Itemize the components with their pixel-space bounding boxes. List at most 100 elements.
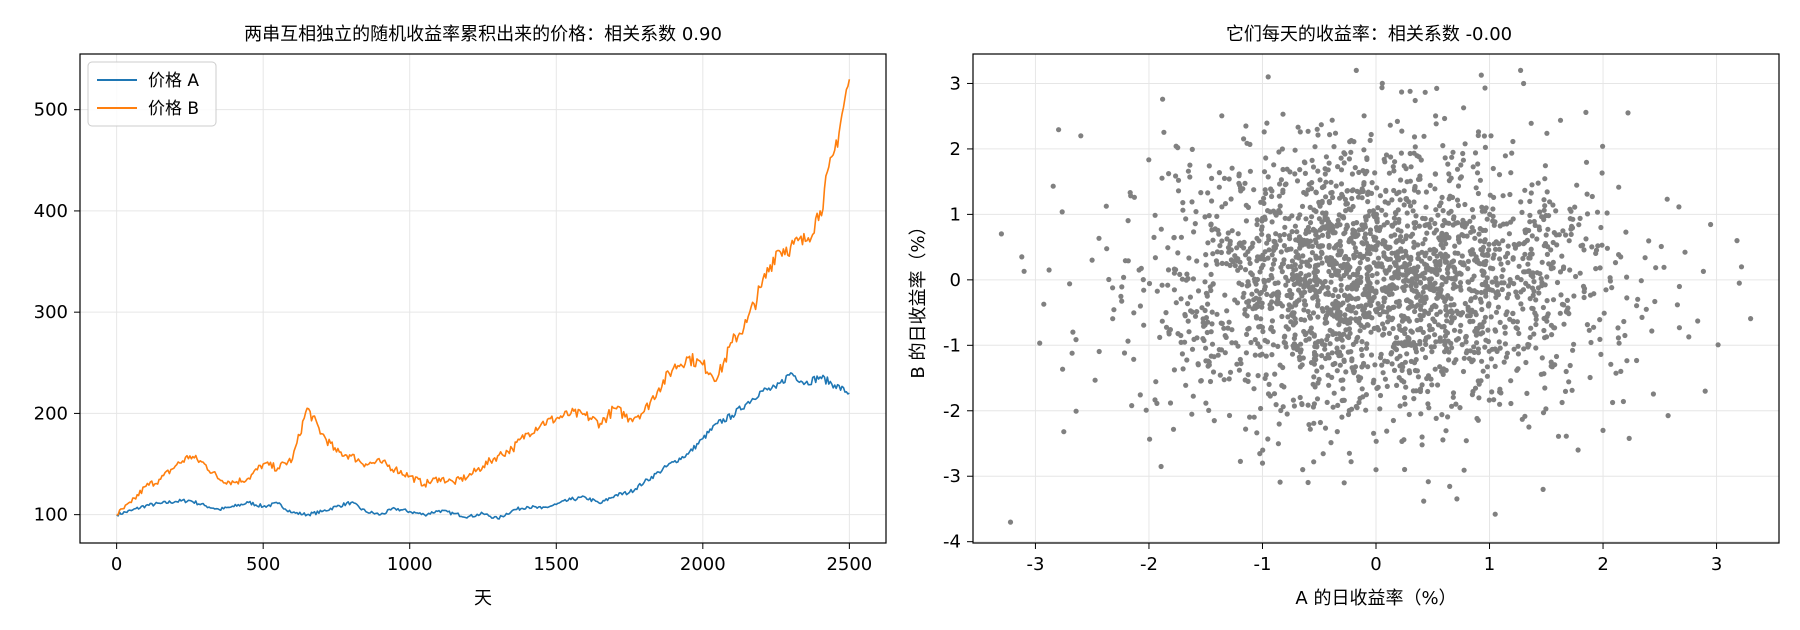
scatter-point bbox=[1282, 224, 1288, 230]
scatter-point bbox=[1533, 297, 1539, 303]
scatter-point bbox=[1349, 406, 1355, 412]
scatter-point bbox=[1449, 310, 1455, 316]
scatter-point bbox=[1175, 331, 1181, 337]
scatter-point bbox=[1492, 363, 1498, 369]
scatter-point bbox=[1399, 128, 1405, 134]
scatter-point bbox=[1358, 346, 1365, 353]
scatter-point bbox=[1283, 274, 1289, 280]
scatter-point bbox=[1378, 261, 1384, 267]
scatter-point bbox=[1533, 312, 1539, 319]
scatter-point bbox=[1514, 319, 1520, 325]
scatter-point bbox=[1306, 272, 1312, 278]
scatter-point bbox=[1310, 164, 1317, 170]
scatter-point bbox=[1379, 207, 1385, 213]
scatter-point bbox=[1381, 156, 1387, 162]
scatter-point bbox=[1354, 188, 1360, 194]
scatter-point bbox=[1110, 285, 1116, 291]
scatter-point bbox=[1384, 359, 1390, 365]
scatter-point bbox=[1315, 132, 1321, 138]
scatter-point bbox=[1242, 307, 1248, 313]
scatter-point bbox=[1404, 297, 1410, 303]
scatter-point bbox=[1381, 325, 1387, 332]
scatter-point bbox=[1187, 162, 1193, 168]
scatter-point bbox=[1539, 355, 1545, 361]
scatter-point bbox=[1508, 400, 1514, 407]
scatter-point bbox=[1206, 407, 1212, 413]
scatter-point bbox=[1125, 218, 1131, 224]
scatter-point bbox=[1328, 179, 1334, 185]
scatter-point bbox=[1203, 345, 1209, 351]
scatter-point bbox=[1247, 414, 1253, 420]
scatter-point bbox=[1486, 241, 1492, 247]
scatter-point bbox=[1328, 190, 1334, 196]
scatter-point bbox=[1334, 345, 1340, 351]
scatter-point bbox=[1146, 157, 1152, 163]
scatter-point bbox=[1180, 200, 1186, 206]
scatter-point bbox=[1383, 152, 1390, 158]
scatter-point bbox=[1192, 221, 1198, 227]
scatter-point bbox=[1338, 282, 1344, 288]
scatter-point bbox=[1199, 305, 1205, 311]
scatter-point bbox=[1475, 346, 1481, 352]
scatter-point bbox=[1291, 335, 1297, 341]
scatter-point bbox=[1427, 327, 1433, 333]
scatter-point bbox=[1352, 364, 1359, 370]
scatter-point bbox=[1242, 311, 1248, 317]
scatter-point bbox=[1336, 212, 1342, 218]
scatter-point bbox=[1484, 275, 1490, 281]
scatter-point bbox=[1386, 170, 1392, 176]
scatter-point bbox=[1316, 216, 1322, 222]
scatter-point bbox=[1509, 150, 1515, 156]
scatter-point bbox=[1601, 310, 1607, 316]
scatter-point bbox=[1277, 233, 1283, 239]
scatter-point bbox=[998, 231, 1005, 237]
scatter-point bbox=[1261, 256, 1268, 263]
scatter-point bbox=[1331, 144, 1337, 150]
scatter-point bbox=[1600, 143, 1606, 149]
scatter-point bbox=[1265, 436, 1271, 442]
scatter-point bbox=[1389, 250, 1395, 256]
scatter-point bbox=[1342, 312, 1348, 318]
scatter-point bbox=[1390, 417, 1396, 424]
scatter-point bbox=[1269, 188, 1275, 194]
scatter-point bbox=[1439, 194, 1445, 200]
scatter-point bbox=[1297, 129, 1303, 135]
scatter-point bbox=[1421, 285, 1427, 291]
scatter-point bbox=[1435, 322, 1441, 328]
scatter-point bbox=[1609, 285, 1615, 291]
scatter-point bbox=[1322, 214, 1328, 220]
scatter-point bbox=[1537, 209, 1543, 215]
scatter-point bbox=[1190, 393, 1196, 399]
scatter-point bbox=[1310, 404, 1316, 410]
scatter-point bbox=[1306, 422, 1312, 428]
scatter-point bbox=[1328, 279, 1334, 285]
scatter-point bbox=[1206, 362, 1212, 368]
scatter-point bbox=[1570, 347, 1576, 353]
scatter-point bbox=[1208, 329, 1214, 335]
scatter-point bbox=[1404, 223, 1411, 229]
scatter-point bbox=[1542, 176, 1548, 182]
scatter-point bbox=[1259, 460, 1266, 466]
scatter-point bbox=[1372, 170, 1378, 176]
x-tick-label: 500 bbox=[246, 554, 280, 575]
scatter-point bbox=[1241, 239, 1247, 245]
scatter-point bbox=[1344, 222, 1350, 228]
scatter-point bbox=[1194, 335, 1200, 341]
scatter-point bbox=[1444, 318, 1450, 324]
scatter-point bbox=[1415, 176, 1422, 182]
scatter-point bbox=[1209, 309, 1215, 315]
scatter-point bbox=[1400, 254, 1406, 260]
scatter-point bbox=[1382, 199, 1388, 205]
scatter-point bbox=[1440, 222, 1446, 229]
scatter-point bbox=[1383, 243, 1389, 249]
scatter-point bbox=[1396, 237, 1402, 243]
scatter-point bbox=[1612, 260, 1619, 266]
scatter-point bbox=[1674, 302, 1680, 308]
scatter-point bbox=[1550, 239, 1556, 246]
scatter-point bbox=[1159, 282, 1165, 288]
scatter-point bbox=[1356, 227, 1362, 233]
chart-title: 它们每天的收益率：相关系数 -0.00 bbox=[1226, 24, 1512, 45]
scatter-point bbox=[1096, 235, 1102, 241]
scatter-point bbox=[1222, 292, 1228, 298]
